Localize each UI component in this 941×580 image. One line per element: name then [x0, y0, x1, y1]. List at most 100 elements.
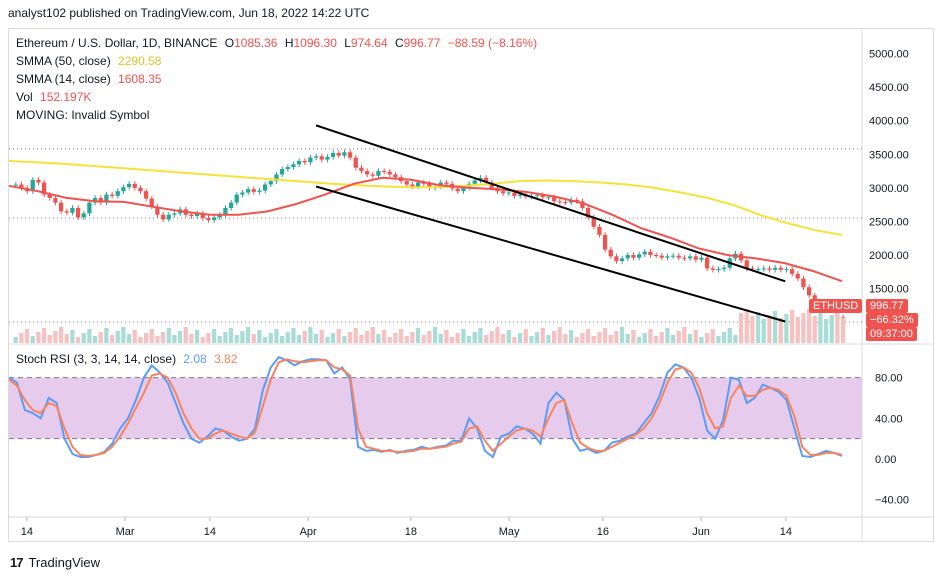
- volume-bar: [568, 330, 574, 343]
- volume-bar: [529, 336, 534, 343]
- candle-body: [325, 156, 330, 160]
- candle-body: [591, 217, 596, 227]
- candle-body: [767, 268, 772, 270]
- candle-body: [149, 198, 154, 207]
- candle-body: [648, 251, 653, 256]
- price-tick-label: 2500.00: [869, 216, 909, 228]
- candle-body: [512, 192, 517, 196]
- legend-o-value: 1085.36: [234, 36, 278, 50]
- candle-body: [245, 189, 251, 193]
- volume-bar: [835, 311, 840, 343]
- volume-bar: [387, 337, 392, 343]
- volume-bar: [302, 331, 307, 343]
- candle-body: [223, 207, 228, 215]
- volume-bar: [818, 312, 823, 343]
- candle-body: [13, 184, 18, 186]
- volume-bar: [789, 310, 795, 343]
- volume-bar: [478, 328, 483, 343]
- legend-vol-label: Vol: [16, 90, 33, 104]
- candle-body: [376, 171, 381, 176]
- volume-bar: [750, 316, 755, 343]
- candle-body: [104, 194, 109, 203]
- candle-body: [172, 213, 177, 215]
- volume-bar: [772, 311, 778, 343]
- volume-bar: [444, 330, 449, 343]
- volume-bar: [138, 337, 143, 343]
- candle-body: [143, 191, 149, 199]
- volume-bar: [194, 330, 200, 343]
- candle-body: [472, 180, 477, 184]
- candle-body: [251, 189, 256, 192]
- candle-body: [126, 183, 132, 188]
- legend-symbol-row: Ethereum / U.S. Dollar, 1D, BINANCE O108…: [16, 36, 541, 50]
- time-tick-label: Mar: [116, 526, 135, 538]
- tradingview-brand: TradingView: [28, 555, 101, 570]
- volume-bar: [410, 332, 415, 343]
- volume-bar: [631, 330, 636, 343]
- volume-bar: [755, 312, 761, 343]
- volume-bar: [13, 337, 18, 343]
- candle-body: [806, 287, 812, 296]
- candle-body: [410, 184, 415, 187]
- price-tick-label: 4000.00: [869, 116, 909, 128]
- volume-bar: [806, 309, 812, 343]
- volume-bar: [24, 329, 30, 343]
- candle-body: [676, 255, 681, 258]
- volume-bar: [109, 335, 115, 343]
- volume-bar: [438, 334, 443, 343]
- volume-bar: [393, 333, 398, 343]
- volume-bar: [489, 331, 494, 343]
- volume-bar: [64, 334, 69, 343]
- tradingview-footer[interactable]: 17 TradingView: [10, 555, 100, 570]
- candle-body: [387, 171, 392, 175]
- candle-body: [347, 152, 353, 158]
- volume-bar: [761, 319, 766, 343]
- candle-body: [393, 174, 398, 178]
- candle-body: [704, 257, 710, 269]
- volume-bar: [262, 337, 268, 343]
- volume-bar: [614, 331, 619, 343]
- candle-body: [200, 213, 205, 219]
- candle-body: [330, 152, 336, 157]
- volume-bar: [682, 327, 687, 343]
- volume-bar: [687, 334, 693, 343]
- candle-body: [81, 213, 86, 218]
- price-tick-label: 3000.00: [869, 183, 909, 195]
- stoch-tick-label: −40.00: [875, 495, 909, 507]
- candle-body: [194, 213, 200, 217]
- price-tick-label: 4500.00: [869, 82, 909, 94]
- candle-body: [546, 197, 551, 199]
- volume-bar: [251, 334, 256, 343]
- candle-body: [699, 257, 704, 260]
- volume-bar: [353, 328, 358, 343]
- volume-bar: [602, 328, 608, 343]
- stoch-d-line: [8, 358, 843, 458]
- volume-bar: [143, 333, 149, 343]
- volume-bar: [172, 335, 177, 343]
- volume-bar: [676, 331, 681, 343]
- volume-bar: [517, 333, 523, 343]
- legend-moving-row: MOVING: Invalid Symbol: [16, 108, 153, 122]
- volume-bar: [801, 313, 806, 343]
- last-price-tag: 996.77: [866, 299, 908, 313]
- legend-sma14-value: 1608.35: [118, 72, 162, 86]
- volume-bar: [506, 330, 511, 343]
- volume-bar: [319, 330, 324, 343]
- candle-body: [665, 256, 670, 258]
- volume-bar: [574, 337, 579, 343]
- candle-body: [563, 201, 568, 203]
- volume-bar: [699, 337, 704, 343]
- legend-vol-row: Vol 152.197K: [16, 90, 95, 104]
- volume-bar: [767, 315, 772, 343]
- time-tick-label: 16: [597, 526, 609, 538]
- legend-symbol: Ethereum / U.S. Dollar, 1D, BINANCE: [16, 36, 218, 50]
- volume-bar: [41, 328, 47, 343]
- volume-bar: [636, 337, 642, 343]
- candle-body: [274, 174, 279, 182]
- candle-body: [687, 256, 693, 259]
- volume-bar: [364, 331, 370, 343]
- volume-bar: [823, 319, 829, 343]
- time-tick-label: 14: [780, 526, 792, 538]
- volume-bar: [449, 337, 455, 343]
